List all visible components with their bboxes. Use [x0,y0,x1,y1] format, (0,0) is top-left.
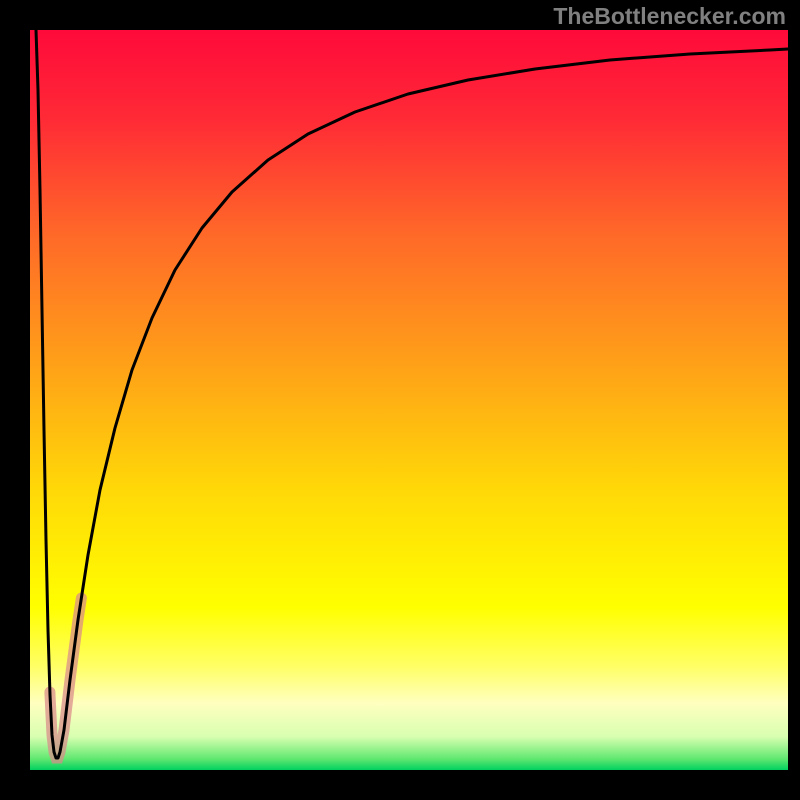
watermark-label: TheBottlenecker.com [553,3,786,30]
curve-layer [30,30,788,770]
plot-area [30,30,788,770]
bottleneck-chart: TheBottlenecker.com [0,0,800,800]
bottleneck-curve [36,30,788,758]
